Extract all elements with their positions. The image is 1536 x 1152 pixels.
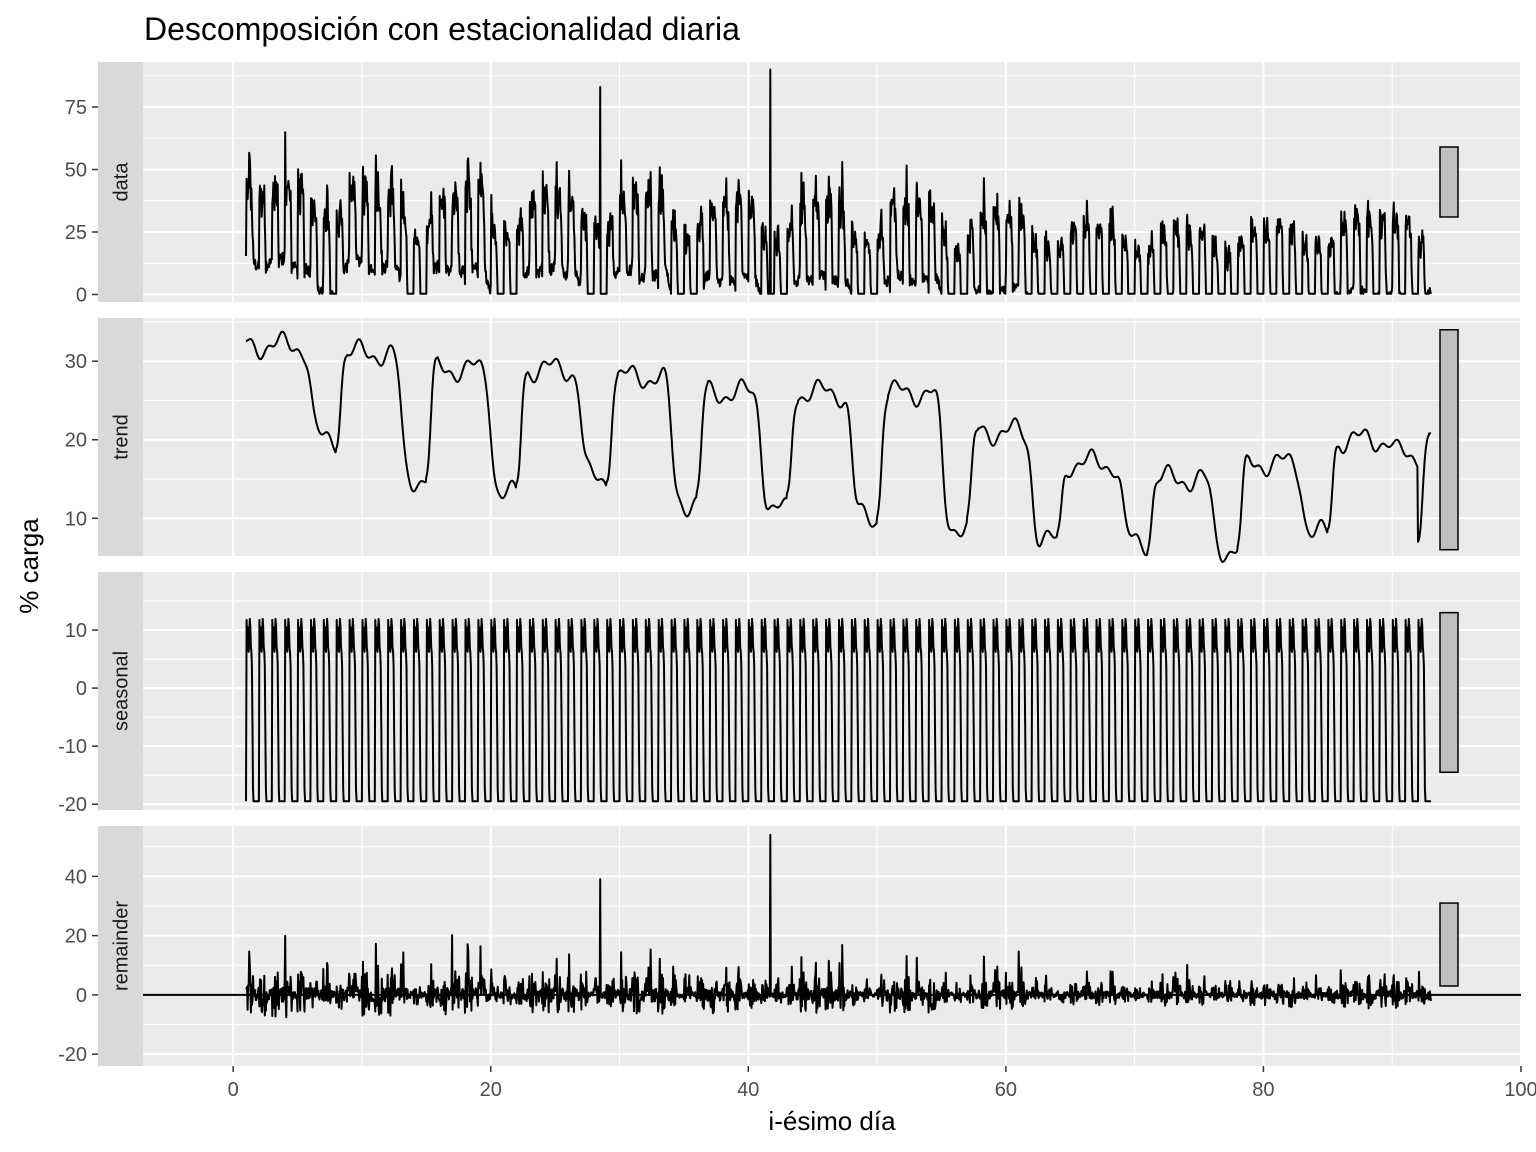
y-tick-label: 0 [76, 285, 87, 307]
series-line-trend [245, 330, 1432, 563]
chart-title: Descomposición con estacionalidad diaria [144, 11, 740, 47]
x-tick-label: 0 [228, 1079, 239, 1101]
series-line-remainder [245, 833, 1432, 1019]
strip-trend [98, 318, 143, 556]
range-bar-remainder [1439, 902, 1459, 987]
strip-seasonal [98, 572, 143, 810]
strip-label-seasonal: seasonal [111, 651, 133, 731]
y-tick-label: -20 [58, 794, 87, 816]
range-bar-trend [1439, 329, 1459, 551]
y-tick-label: 0 [76, 985, 87, 1007]
y-tick-label: 10 [65, 508, 87, 530]
y-tick-label: 20 [65, 430, 87, 452]
panel-seasonal: seasonal -20 -10 0 10 [58, 572, 1522, 816]
panels: data 0 25 50 75 trend 10 20 30 seasonal -20 -10 0 10 r… [58, 62, 1522, 1066]
y-tick-label: 25 [65, 222, 87, 244]
panel-data: data 0 25 50 75 [65, 62, 1522, 307]
panel-bg-remainder [143, 826, 1521, 1066]
strip-label-trend: trend [111, 414, 133, 460]
y-tick-label: 40 [65, 866, 87, 888]
y-tick-label: 0 [76, 678, 87, 700]
y-axis-title: % carga [14, 518, 44, 614]
series-line-data [245, 68, 1432, 295]
strip-remainder [98, 826, 143, 1066]
strip-data [98, 62, 143, 302]
panel-bg-trend [143, 318, 1521, 556]
panel-trend: trend 10 20 30 [65, 318, 1522, 563]
range-bar-data [1439, 146, 1459, 218]
y-tick-label: 10 [65, 620, 87, 642]
strip-label-remainder: remainder [111, 901, 133, 991]
series-line-seasonal [245, 617, 1432, 803]
y-tick-label: -20 [58, 1044, 87, 1066]
y-tick-label: 75 [65, 97, 87, 119]
x-tick-label: 100 [1504, 1079, 1536, 1101]
x-axis: 0 20 40 60 80 100 [228, 1066, 1536, 1101]
y-tick-label: -10 [58, 736, 87, 758]
panel-remainder: remainder -20 0 20 40 [58, 826, 1522, 1066]
x-tick-label: 80 [1252, 1079, 1274, 1101]
x-axis-title: i-ésimo día [768, 1106, 896, 1136]
y-tick-label: 20 [65, 926, 87, 948]
x-tick-label: 20 [480, 1079, 502, 1101]
x-tick-label: 60 [995, 1079, 1017, 1101]
y-tick-label: 30 [65, 351, 87, 373]
x-tick-label: 40 [737, 1079, 759, 1101]
strip-label-data: data [111, 162, 133, 202]
y-tick-label: 50 [65, 160, 87, 182]
range-bar-seasonal [1439, 611, 1459, 774]
